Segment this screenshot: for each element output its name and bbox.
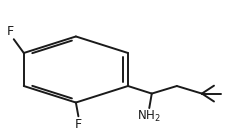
Text: F: F [75,118,82,131]
Text: F: F [7,25,14,38]
Text: NH$_2$: NH$_2$ [137,109,161,124]
